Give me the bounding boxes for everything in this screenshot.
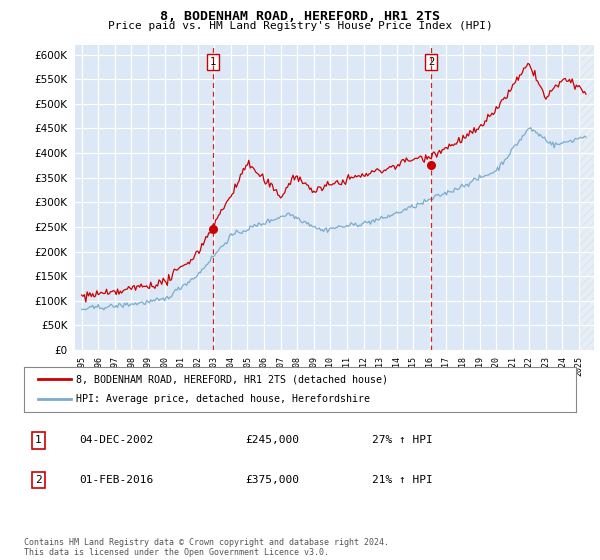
Text: 21% ↑ HPI: 21% ↑ HPI (372, 475, 433, 485)
Text: 27% ↑ HPI: 27% ↑ HPI (372, 435, 433, 445)
Text: 01-FEB-2016: 01-FEB-2016 (79, 475, 154, 485)
Text: 2: 2 (428, 57, 434, 67)
Text: 1: 1 (35, 435, 42, 445)
Text: 04-DEC-2002: 04-DEC-2002 (79, 435, 154, 445)
Text: £245,000: £245,000 (245, 435, 299, 445)
Text: Price paid vs. HM Land Registry's House Price Index (HPI): Price paid vs. HM Land Registry's House … (107, 21, 493, 31)
Text: 8, BODENHAM ROAD, HEREFORD, HR1 2TS: 8, BODENHAM ROAD, HEREFORD, HR1 2TS (160, 10, 440, 23)
Text: Contains HM Land Registry data © Crown copyright and database right 2024.
This d: Contains HM Land Registry data © Crown c… (24, 538, 389, 557)
Text: 1: 1 (210, 57, 216, 67)
Text: £375,000: £375,000 (245, 475, 299, 485)
Text: HPI: Average price, detached house, Herefordshire: HPI: Average price, detached house, Here… (76, 394, 370, 404)
Text: 8, BODENHAM ROAD, HEREFORD, HR1 2TS (detached house): 8, BODENHAM ROAD, HEREFORD, HR1 2TS (det… (76, 374, 388, 384)
Text: 2: 2 (35, 475, 42, 485)
